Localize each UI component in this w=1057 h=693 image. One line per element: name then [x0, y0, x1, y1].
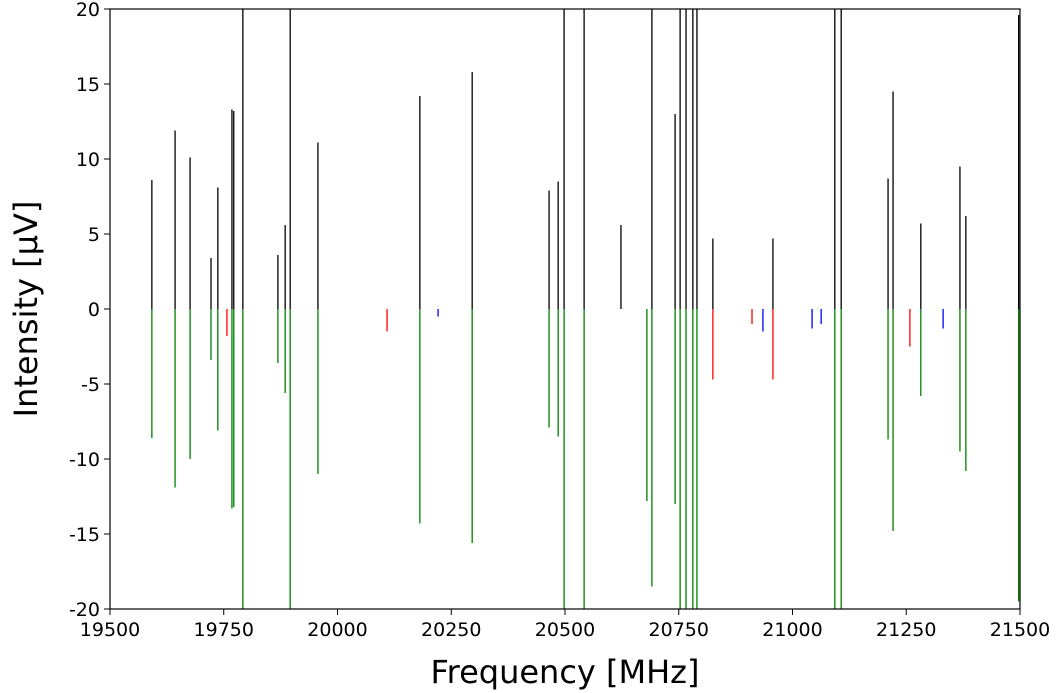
x-tick-label: 21250	[876, 619, 936, 641]
x-tick-label: 19500	[80, 619, 140, 641]
y-tick-label: -15	[69, 524, 100, 546]
x-tick-label: 21500	[990, 619, 1050, 641]
y-tick-label: -10	[69, 449, 100, 471]
axes-frame	[109, 8, 1021, 610]
x-tick-label: 19750	[194, 619, 254, 641]
y-tick-label: 15	[76, 74, 100, 96]
x-tick-label: 20500	[535, 619, 595, 641]
x-tick-label: 20750	[649, 619, 709, 641]
y-tick-label: 10	[76, 149, 100, 171]
y-tick-label: -5	[81, 374, 100, 396]
x-tick-label: 20250	[421, 619, 481, 641]
y-tick-label: 0	[88, 299, 100, 321]
y-tick-label: 5	[88, 224, 100, 246]
y-axis-label: Intensity [µV]	[7, 201, 45, 418]
x-axis-label: Frequency [MHz]	[431, 653, 700, 691]
y-tick-label: 20	[76, 0, 100, 21]
plot-area	[151, 9, 1020, 609]
x-tick-label: 21000	[762, 619, 822, 641]
y-tick-label: -20	[69, 599, 100, 621]
x-tick-label: 20000	[307, 619, 367, 641]
